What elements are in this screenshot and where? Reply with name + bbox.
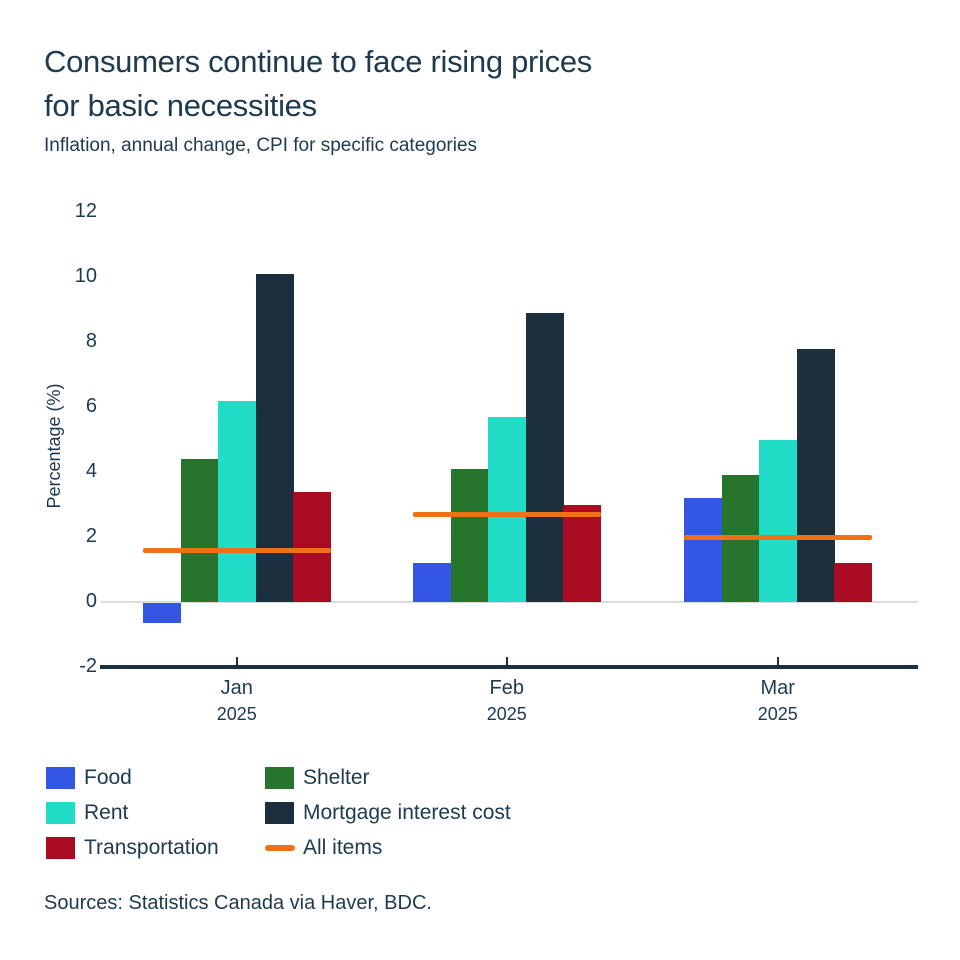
bar-shelter-jan [180, 459, 219, 602]
x-tick-feb [505, 657, 508, 665]
y-tick-label-4: 4 [85, 460, 97, 482]
line-all-items-mar [683, 534, 872, 540]
page-title: Consumers continue to face rising prices… [44, 40, 592, 128]
legend-label-mortgage-interest-cost: Mortgage interest cost [303, 801, 511, 824]
sources-note: Sources: Statistics Canada via Haver, BD… [44, 892, 432, 914]
bar-food-feb [413, 563, 451, 602]
y-tick-label-8: 8 [85, 330, 97, 352]
line-all-items-jan [142, 547, 331, 553]
bar-food-mar [684, 498, 722, 602]
bar-rent-jan [218, 400, 256, 602]
y-tick-label--2: -2 [79, 655, 97, 677]
x-label-feb-year: 2025 [486, 704, 527, 724]
x-tick-mar [776, 657, 779, 665]
x-tick-jan [235, 657, 238, 665]
x-label-mar-year: 2025 [757, 704, 798, 724]
x-axis-line [100, 665, 918, 669]
bar-rent-mar [759, 439, 797, 602]
x-label-mar: Mar [760, 677, 795, 699]
legend-swatch-rent-icon [46, 802, 75, 824]
bar-mortgage-interest-cost-feb [525, 312, 564, 602]
title-line-2: for basic necessities [44, 88, 317, 123]
y-tick-label-2: 2 [85, 525, 97, 547]
x-label-feb: Feb [489, 677, 524, 699]
legend-label-all-items: All items [303, 836, 383, 859]
bar-food-jan [143, 603, 181, 623]
x-label-jan: Jan [220, 677, 253, 699]
x-label-jan-year: 2025 [216, 704, 257, 724]
y-tick-label-10: 10 [74, 265, 97, 287]
legend-label-food: Food [84, 766, 132, 789]
legend-swatch-food-icon [46, 767, 75, 789]
bar-rent-feb [488, 416, 526, 602]
legend-label-transportation: Transportation [84, 836, 219, 859]
legend-swatch-all-items-icon [265, 845, 295, 851]
y-axis-title: Percentage (%) [44, 383, 64, 509]
y-tick-label-6: 6 [85, 395, 97, 417]
legend-swatch-mortgage-interest-cost-icon [265, 802, 294, 824]
bar-transportation-feb [563, 504, 601, 602]
y-tick-label-0: 0 [85, 590, 97, 612]
bar-transportation-jan [293, 491, 331, 602]
bar-mortgage-interest-cost-mar [796, 348, 835, 602]
bar-transportation-mar [834, 563, 872, 602]
bar-shelter-feb [450, 468, 489, 602]
chart-subtitle: Inflation, annual change, CPI for specif… [44, 135, 478, 156]
legend-swatch-shelter-icon [265, 767, 294, 789]
legend-swatch-transportation-icon [46, 837, 75, 859]
line-all-items-feb [412, 511, 601, 517]
legend-label-shelter: Shelter [303, 766, 370, 789]
bar-mortgage-interest-cost-jan [255, 273, 294, 602]
zero-gridline [101, 601, 918, 603]
legend-label-rent: Rent [84, 801, 129, 824]
title-line-1: Consumers continue to face rising prices [44, 44, 592, 79]
y-tick-label-12: 12 [74, 200, 97, 222]
